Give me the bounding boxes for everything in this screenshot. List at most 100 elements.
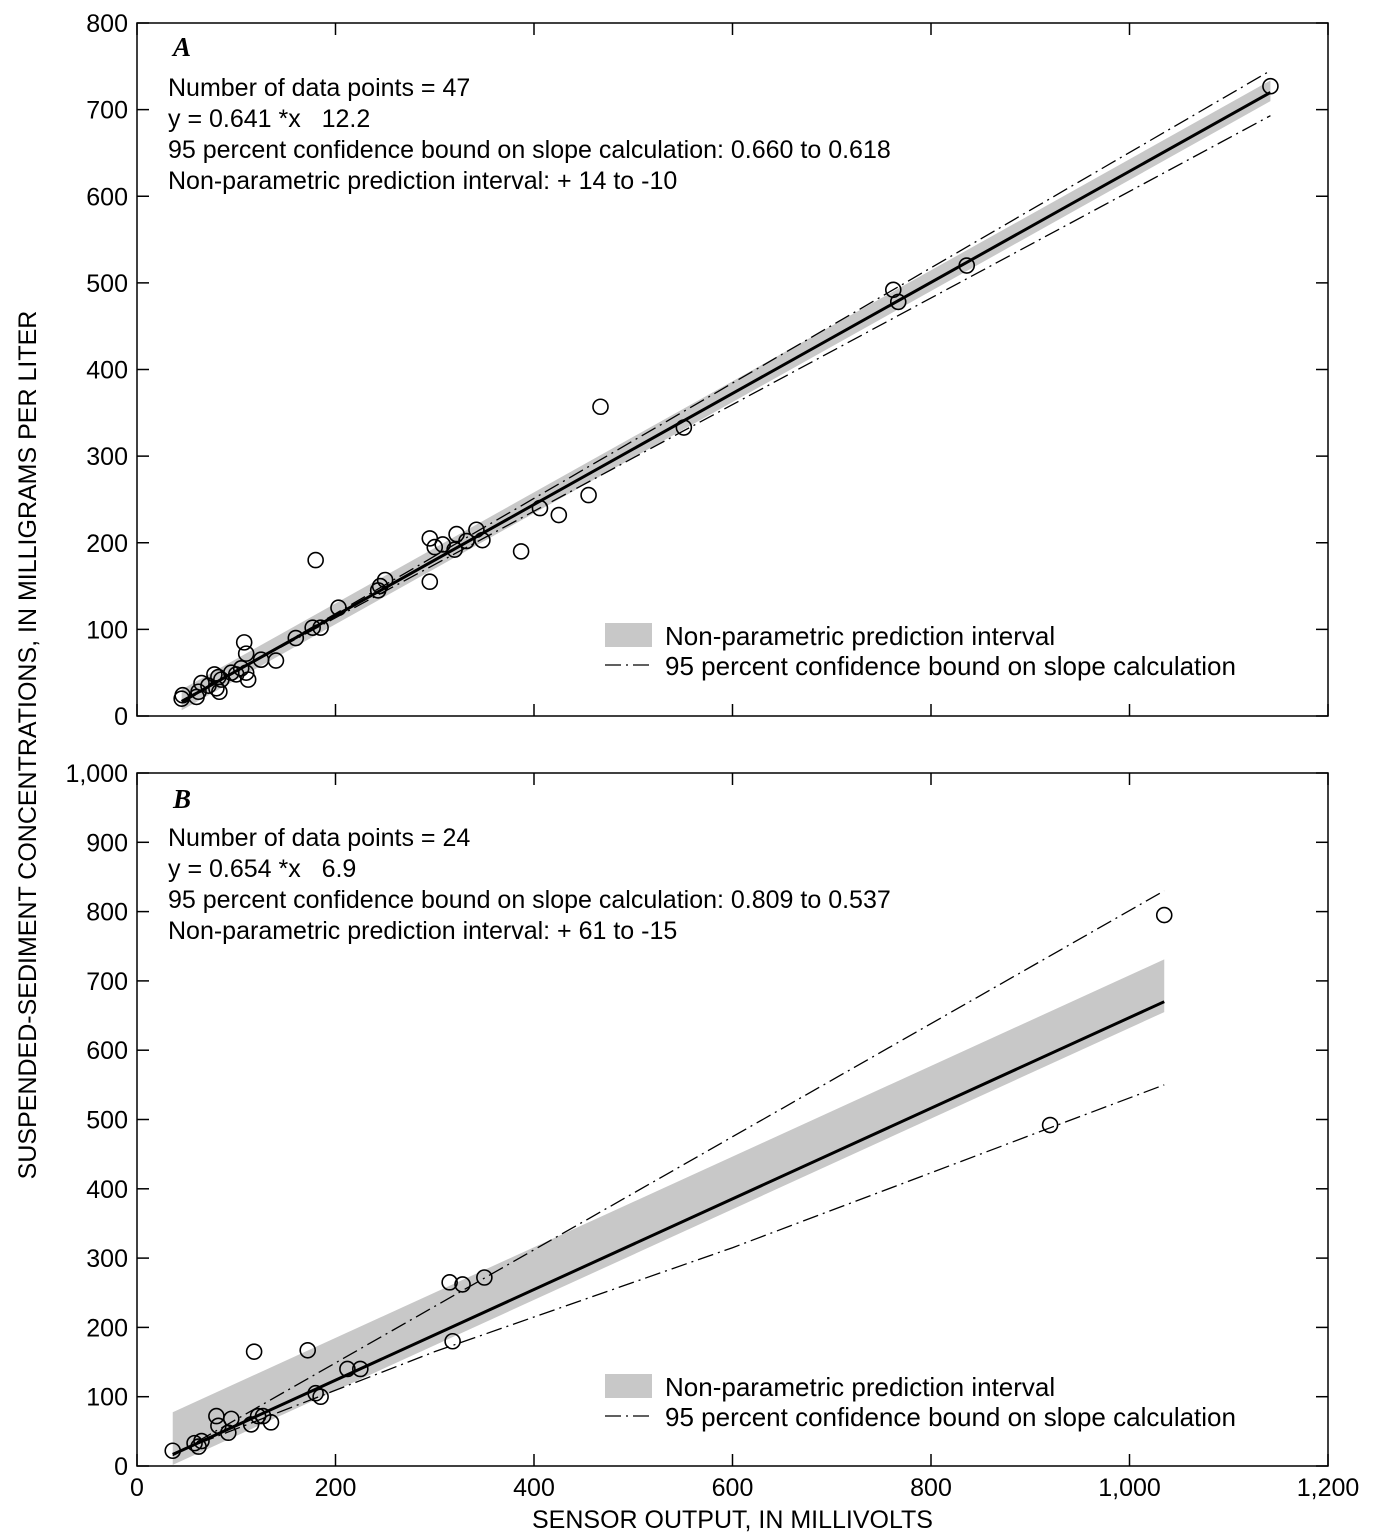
y-tick-label: 300 (86, 1245, 128, 1273)
y-tick-label: 500 (86, 1107, 128, 1135)
annotation-line: Non-parametric prediction interval: + 61… (168, 917, 677, 945)
y-tick-label: 400 (86, 357, 128, 385)
y-tick-label: 300 (86, 443, 128, 471)
annotation-line: y = 0.641 *x 12.2 (168, 105, 370, 133)
regression-line (172, 1000, 1165, 1456)
data-point (237, 664, 255, 681)
data-point (304, 619, 321, 636)
data-point (174, 686, 191, 704)
data-point (330, 599, 347, 617)
data-point (592, 398, 609, 416)
data-point (245, 1343, 263, 1360)
data-point (287, 629, 305, 647)
y-tick-label: 100 (86, 1384, 128, 1412)
annotation-line: 95 percent confidence bound on slope cal… (168, 136, 891, 164)
data-point (164, 1442, 182, 1460)
data-point (237, 645, 255, 662)
data-point (1262, 77, 1279, 95)
annotation-line: Non-parametric prediction interval: + 14… (168, 167, 677, 195)
x-tick-label: 200 (315, 1474, 357, 1502)
x-axis-title: SENSOR OUTPUT, IN MILLIVOLTS (532, 1506, 933, 1534)
confidence-bound-lower (172, 1084, 1165, 1455)
panel-b: 0 100 200 300 400 500 600 700 800 900 1,000 0 200 400… (65, 760, 1359, 1534)
y-tick-label: 0 (114, 703, 128, 731)
x-tick-label: 1,000 (1098, 1474, 1161, 1502)
annotation-line: Number of data points = 24 (168, 824, 470, 852)
data-point (580, 486, 597, 504)
data-point (307, 1384, 324, 1402)
data-point (186, 1434, 203, 1452)
data-point (421, 573, 439, 591)
annotation-line: y = 0.654 *x 6.9 (168, 855, 356, 883)
legend-band-swatch (605, 623, 652, 647)
data-point (312, 1388, 329, 1405)
y-tick-label: 700 (86, 97, 128, 125)
data-point (211, 683, 228, 701)
y-axis-title: SUSPENDED-SEDIMENT CONCENTRATIONS, IN MI… (14, 311, 42, 1180)
y-tick-label: 1,000 (65, 760, 128, 788)
data-point (339, 1360, 356, 1378)
legend-label: Non-parametric prediction interval (665, 1372, 1055, 1402)
y-tick-label: 800 (86, 899, 128, 927)
y-tick-label: 200 (86, 530, 128, 558)
data-point (458, 532, 475, 550)
data-point (376, 571, 394, 589)
data-point (441, 1274, 458, 1291)
data-point (267, 652, 285, 669)
legend-label: 95 percent confidence bound on slope cal… (665, 1402, 1236, 1432)
y-tick-label: 0 (114, 1453, 128, 1481)
data-point (352, 1360, 369, 1378)
data-point (190, 683, 207, 701)
data-point (476, 1269, 493, 1286)
data-point (208, 679, 225, 697)
data-point (468, 521, 485, 539)
y-tick-label: 700 (86, 968, 128, 996)
panel-label: A (171, 32, 191, 62)
x-tick-label: 1,200 (1297, 1474, 1360, 1502)
data-point (474, 531, 491, 549)
data-point (299, 1341, 317, 1359)
y-tick-label: 400 (86, 1176, 128, 1204)
data-point (512, 543, 530, 560)
data-point (193, 1432, 210, 1450)
data-point (1155, 906, 1173, 924)
data-point (531, 499, 549, 517)
panel-label: B (172, 784, 191, 814)
x-tick-label: 800 (910, 1474, 952, 1502)
data-point (193, 674, 210, 692)
confidence-bound-upper (172, 890, 1165, 1457)
annotation-line: Number of data points = 47 (168, 74, 470, 102)
y-tick-label: 100 (86, 616, 128, 644)
data-point (958, 257, 976, 274)
y-tick-label: 600 (86, 1037, 128, 1065)
y-tick-label: 800 (86, 10, 128, 38)
data-point (222, 1410, 240, 1428)
x-tick-label: 0 (130, 1474, 144, 1502)
legend-label: Non-parametric prediction interval (665, 621, 1055, 651)
data-point (1041, 1116, 1059, 1134)
y-tick-label: 500 (86, 270, 128, 298)
y-tick-label: 600 (86, 183, 128, 211)
data-point (426, 538, 444, 556)
data-point (444, 1332, 461, 1350)
data-point (889, 293, 907, 311)
data-point (454, 1276, 471, 1293)
confidence-bound-upper (181, 70, 1271, 704)
legend-label: 95 percent confidence bound on slope cal… (665, 651, 1236, 681)
data-point (371, 577, 389, 595)
regression-line (180, 91, 1272, 703)
data-point (446, 541, 463, 558)
data-point (235, 634, 253, 651)
annotation-line: 95 percent confidence bound on slope cal… (168, 886, 891, 914)
data-point (307, 551, 324, 569)
data-point (550, 506, 568, 524)
x-tick-label: 600 (712, 1474, 754, 1502)
data-point (312, 619, 329, 636)
confidence-bound-lower (181, 115, 1271, 701)
data-point (262, 1414, 280, 1431)
data-point (675, 419, 693, 436)
prediction-interval-band (181, 80, 1271, 711)
legend-band-swatch (605, 1374, 652, 1398)
y-tick-label: 200 (86, 1314, 128, 1342)
